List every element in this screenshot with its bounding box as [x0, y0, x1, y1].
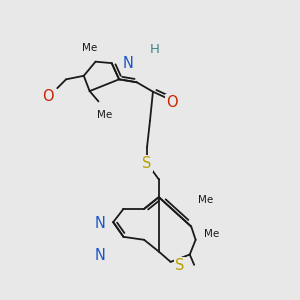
Text: O: O	[166, 95, 178, 110]
Text: S: S	[175, 258, 184, 273]
Text: S: S	[142, 156, 152, 171]
Text: H: H	[149, 44, 159, 56]
Text: Me: Me	[198, 195, 214, 205]
Text: Me: Me	[82, 44, 97, 53]
Text: Me: Me	[204, 229, 220, 239]
Text: Me: Me	[97, 110, 112, 120]
Text: N: N	[122, 56, 134, 70]
Text: N: N	[94, 248, 105, 263]
Text: N: N	[94, 216, 105, 231]
Text: O: O	[43, 89, 54, 104]
